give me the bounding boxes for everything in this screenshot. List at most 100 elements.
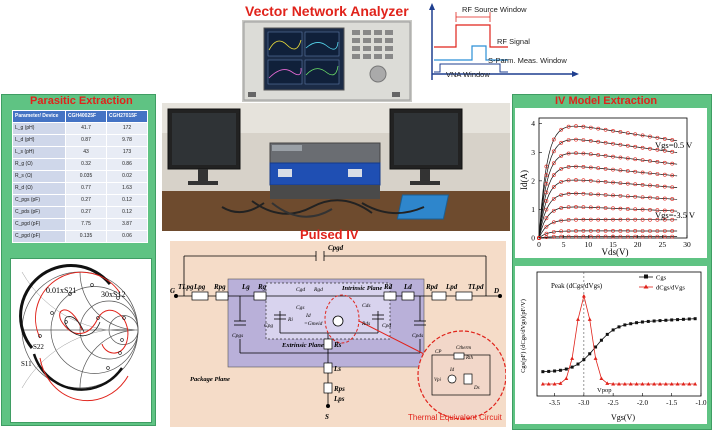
cgs-point (681, 317, 685, 321)
lbl-ls: Ls (333, 365, 341, 373)
iv-series-line (538, 166, 678, 239)
table-cell: C_pgd (pF) (12, 218, 66, 231)
iv-point (581, 205, 586, 210)
iv-point (611, 154, 615, 159)
iv-point (670, 138, 675, 142)
cgs-xtick: -1.0 (695, 399, 707, 407)
parasitic-table-wrap: Parameter/ Device CGH40025F CGH27015F L_… (12, 110, 148, 243)
table-cell: 41.7 (65, 122, 107, 135)
cgs-xlabel: Vgs(V) (611, 413, 635, 422)
cgs-point (599, 338, 603, 342)
iv-xtick: 10 (585, 240, 593, 249)
iv-point (648, 207, 652, 212)
smith-chart (19, 264, 139, 402)
table-row: L_g (pH) 41.7 172 (12, 122, 148, 135)
cgs-point (558, 368, 562, 372)
table-cell: 3.87 (106, 218, 148, 231)
iv-point (551, 230, 556, 234)
table-header: CGH40025F (65, 110, 107, 123)
lbl-s: S (325, 413, 329, 421)
iv-point (544, 190, 549, 195)
iv-series-line (538, 125, 678, 239)
thermal-rth-label: Rth (465, 356, 473, 361)
iv-point (596, 179, 601, 184)
dcgs-point (540, 381, 545, 386)
iv-point (566, 151, 571, 156)
lab-bench-photo (162, 103, 510, 231)
dcgs-point (564, 376, 569, 381)
cgs-point (687, 317, 691, 321)
table-cell: 43 (65, 146, 107, 159)
iv-point (655, 234, 660, 239)
iv-point (662, 229, 667, 233)
dcgs-point (617, 381, 621, 386)
cgs-point (553, 369, 557, 373)
table-cell: L_s (pH) (12, 146, 66, 159)
table-cell: 0.77 (65, 182, 107, 195)
iv-ytick: 4 (531, 119, 535, 128)
iv-point (633, 169, 638, 174)
iv-point (603, 166, 608, 171)
table-row: C_pds (pF) 0.27 0.12 (12, 206, 148, 219)
iv-series-line (538, 193, 678, 239)
table-cell: R_d (Ω) (12, 182, 66, 195)
iv-point (537, 236, 541, 240)
iv-point (566, 138, 571, 142)
iv-point (588, 138, 593, 143)
table-cell: 0.12 (106, 194, 148, 207)
iv-point (655, 208, 660, 213)
table-cell: 0.32 (65, 158, 107, 171)
iv-point (588, 205, 593, 210)
table-cell: R_s (Ω) (12, 170, 66, 183)
iv-point (566, 124, 571, 129)
iv-point (574, 164, 578, 169)
dcgs-point (640, 382, 645, 386)
iv-point (655, 229, 660, 233)
dcgs-point (687, 382, 692, 386)
iv-point (596, 217, 601, 222)
iv-point (551, 208, 556, 213)
iv-point (574, 217, 578, 222)
cgs-point (605, 332, 609, 336)
dcgs-point (558, 381, 563, 385)
iv-point (655, 172, 660, 176)
cgs-chart: -3.5 -3.0 -2.5 -2.0 -1.5 -1.0 Cgs(pF) (dCgs/d… (515, 266, 707, 424)
iv-point (618, 130, 623, 134)
cgs-point (629, 322, 633, 326)
iv-series-line (538, 179, 678, 239)
cgs-point (617, 325, 621, 329)
cgs-point (594, 345, 598, 349)
iv-point (670, 149, 675, 154)
parasitic-title: Parasitic Extraction (30, 95, 133, 107)
iv-point (625, 156, 630, 161)
iv-point (581, 191, 586, 196)
cgs-point (693, 317, 697, 321)
iv-point (544, 235, 549, 240)
iv-point (618, 142, 623, 147)
lbl-lg: Lg (241, 283, 250, 291)
dcgs-point (605, 381, 610, 385)
iv-point (596, 126, 601, 131)
iv-annot-bottom: Vgs=-3.5 V (655, 210, 696, 220)
lbl-d: D (493, 287, 499, 295)
iv-point (559, 180, 564, 184)
iv-point (670, 197, 675, 201)
iv-point (655, 184, 660, 188)
iv-point (618, 229, 623, 233)
table-cell: 9.78 (106, 134, 148, 147)
dcgs-point (552, 381, 557, 386)
dcgs-point (593, 356, 598, 360)
pulsed-title: Pulsed IV (300, 227, 359, 242)
iv-point (544, 199, 549, 203)
dcgs-point (675, 382, 680, 386)
iv-point (640, 133, 645, 138)
iv-point (655, 135, 660, 140)
dcgs-point (587, 317, 592, 321)
table-cell: C_pgd (pF) (12, 230, 66, 243)
iv-point (603, 153, 608, 158)
iv-point (648, 183, 652, 188)
iv-ytick: 0 (531, 234, 535, 243)
iv-point (566, 205, 571, 210)
cgs-point (588, 352, 592, 356)
dcgs-point (658, 382, 662, 386)
